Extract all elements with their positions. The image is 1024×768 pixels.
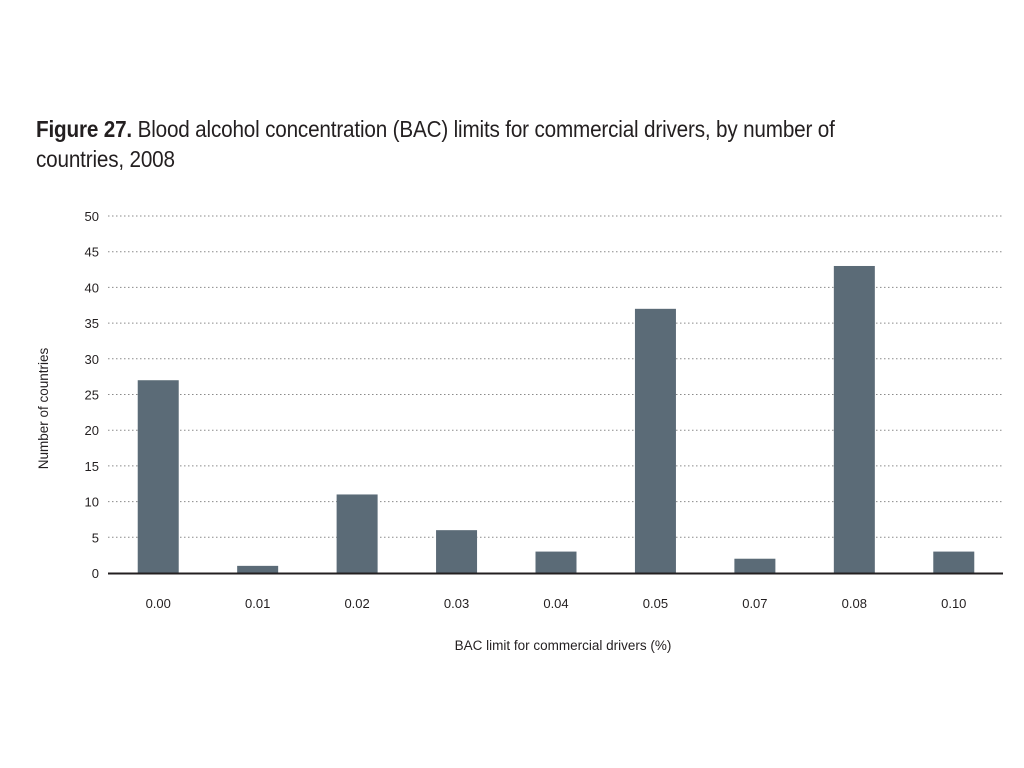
x-axis-ticks: 0.00 0.01 0.02 0.03 0.04 0.05 0.07 0.08 0.10 [146, 596, 967, 611]
figure-label: Figure 27. [36, 116, 132, 142]
x-tick-label: 0.10 [941, 596, 966, 611]
bar-0.07 [734, 558, 776, 573]
y-tick-label: 30 [85, 352, 99, 367]
bar-0.08 [833, 265, 875, 573]
y-axis-title: Number of countries [36, 347, 51, 469]
y-tick-label: 35 [85, 316, 99, 331]
y-tick-label: 40 [85, 280, 99, 295]
bar-0.05 [634, 308, 676, 573]
bar-0.02 [336, 494, 378, 573]
y-tick-label: 20 [85, 423, 99, 438]
x-tick-label: 0.05 [643, 596, 668, 611]
chart-title: Figure 27. Blood alcohol concentration (… [36, 114, 882, 174]
bar-0.03 [436, 530, 478, 573]
y-tick-label: 25 [85, 388, 99, 403]
x-tick-label: 0.03 [444, 596, 469, 611]
y-axis-ticks: 0 5 10 15 20 25 30 35 40 45 50 [85, 209, 99, 581]
x-tick-label: 0.04 [543, 596, 568, 611]
bar-0.04 [535, 551, 577, 573]
y-tick-label: 0 [92, 566, 99, 581]
y-tick-label: 50 [85, 209, 99, 224]
x-tick-label: 0.01 [245, 596, 270, 611]
bar-0.10 [933, 551, 975, 573]
bar-0.01 [237, 565, 279, 573]
y-tick-label: 10 [85, 495, 99, 510]
x-tick-label: 0.00 [146, 596, 171, 611]
figure-title: Blood alcohol concentration (BAC) limits… [36, 116, 835, 172]
bars [137, 265, 975, 573]
bar-0.00 [137, 380, 179, 573]
x-axis-title: BAC limit for commercial drivers (%) [455, 638, 672, 653]
y-tick-label: 15 [85, 459, 99, 474]
y-tick-label: 5 [92, 530, 99, 545]
gridlines [108, 215, 1003, 538]
x-tick-label: 0.02 [344, 596, 369, 611]
x-tick-label: 0.08 [842, 596, 867, 611]
x-tick-label: 0.07 [742, 596, 767, 611]
y-tick-label: 45 [85, 245, 99, 260]
